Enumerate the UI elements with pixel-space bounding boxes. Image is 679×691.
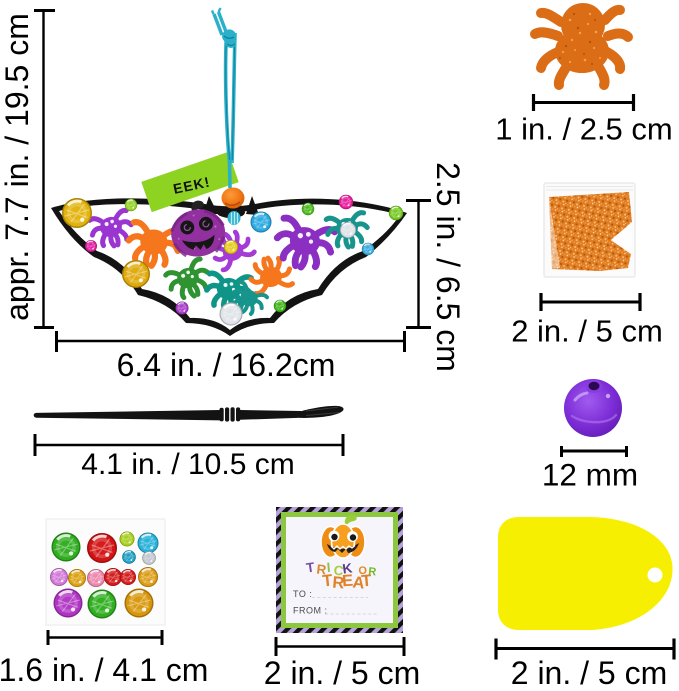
- svg-text:I: I: [326, 560, 331, 575]
- svg-text:TO :: TO :: [293, 589, 312, 599]
- svg-text:R: R: [368, 566, 377, 579]
- svg-text:O: O: [358, 565, 368, 578]
- svg-text:EEK!: EEK!: [172, 173, 212, 196]
- svg-text:T: T: [322, 572, 334, 591]
- svg-text:T: T: [305, 559, 316, 575]
- svg-text:T: T: [361, 572, 373, 591]
- svg-text:E: E: [342, 572, 354, 591]
- svg-text:A: A: [352, 573, 366, 592]
- svg-text:FROM :: FROM :: [293, 606, 328, 616]
- svg-text:R: R: [332, 574, 346, 593]
- svg-text:C: C: [333, 562, 345, 578]
- svg-text:K: K: [342, 560, 354, 576]
- svg-text:R: R: [316, 562, 328, 578]
